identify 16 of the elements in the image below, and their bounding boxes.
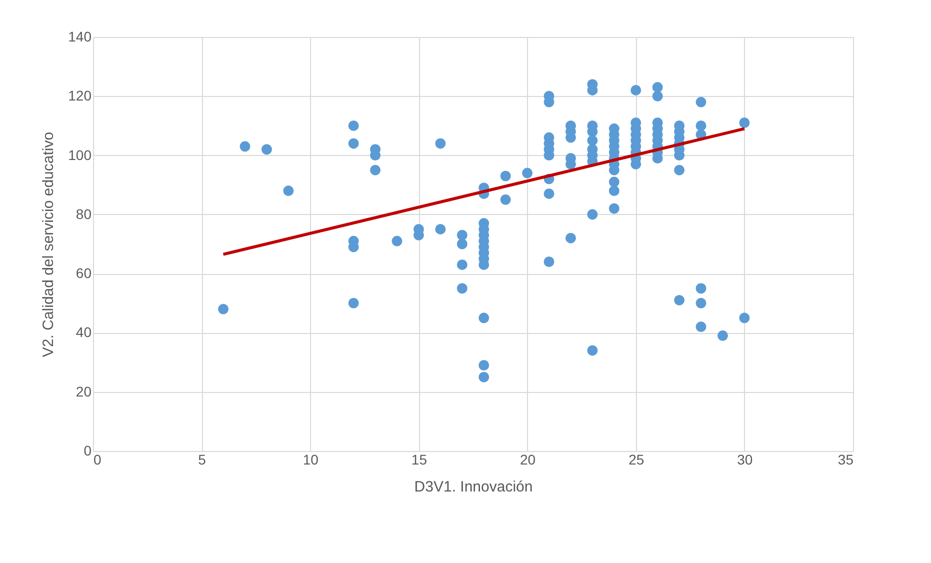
y-tick-label: 80 <box>76 206 92 222</box>
y-tick-label: 20 <box>76 383 92 400</box>
x-tick-label: 10 <box>302 452 319 468</box>
x-tick-label: 30 <box>737 452 753 468</box>
x-tick-label: 35 <box>838 452 854 468</box>
y-tick-label: 60 <box>76 265 92 282</box>
x-tick-label: 25 <box>628 452 644 468</box>
y-axis-title: V2. Calidad del servicio educativo <box>40 132 58 358</box>
x-tick-label: 20 <box>520 452 536 468</box>
x-tick-label: 15 <box>411 452 428 468</box>
x-tick-label: 5 <box>198 452 206 468</box>
x-axis-title: D3V1. Innovación <box>414 478 533 496</box>
y-tick-label: 100 <box>68 146 92 163</box>
y-tick-label: 40 <box>76 324 92 340</box>
y-tick-label: 120 <box>68 88 92 104</box>
y-tick-label: 140 <box>68 28 92 44</box>
